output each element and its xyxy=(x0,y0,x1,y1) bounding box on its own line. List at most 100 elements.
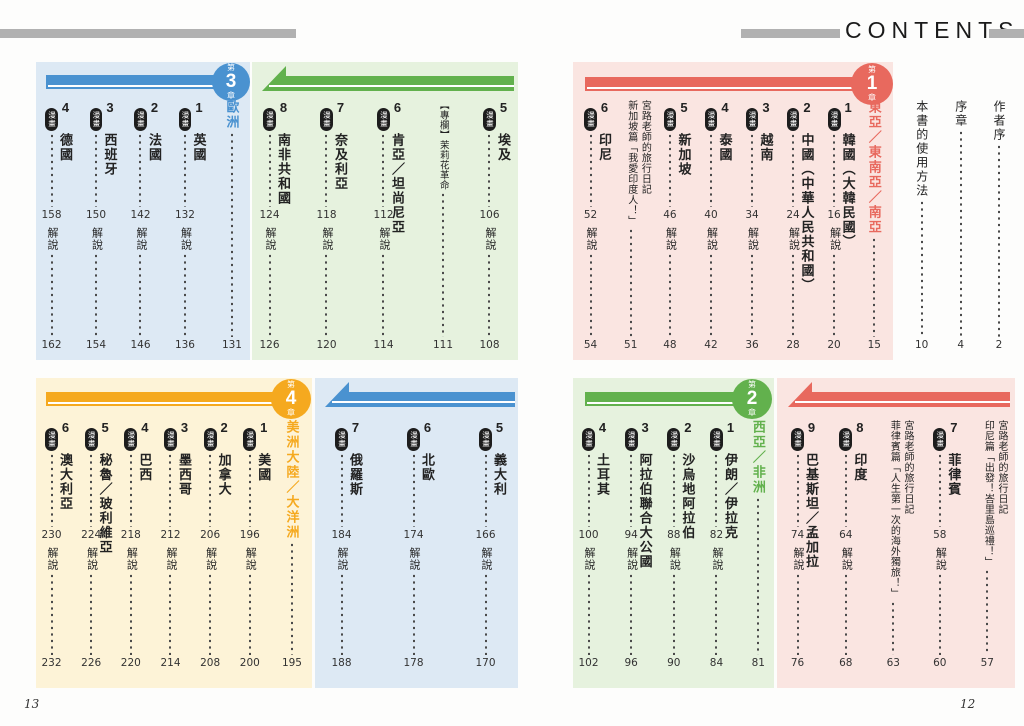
page-number: 146 xyxy=(130,338,151,351)
page-number: 16 xyxy=(827,208,841,221)
manga-group: 漫畫 40 xyxy=(703,108,718,220)
dotted-leader xyxy=(169,454,172,527)
manga-group: 漫畫 58 xyxy=(932,428,947,540)
entry-meta: 漫畫 132 解說 136 xyxy=(175,108,195,350)
commentary-group: 解說 178 xyxy=(403,547,423,668)
country-name: 3 阿拉伯聯合大公國 xyxy=(637,420,653,569)
toc-country-entry: 漫畫 212 解說 214 3 墨西哥 xyxy=(160,420,192,668)
section-east-asia-entries: 東亞／東南亞／南亞 15 漫畫 16 解說 20 1 韓國（大韓民國） 漫畫 24 解說 28 2 中… xyxy=(583,100,882,350)
manga-badge: 漫畫 xyxy=(839,428,853,451)
section-title: 東亞／東南亞／南亞 15 xyxy=(866,100,882,350)
toc-country-entry: 漫畫 224 解說 226 5 秘魯／玻利維亞 xyxy=(81,420,113,668)
page-number: 114 xyxy=(373,338,394,351)
commentary-label: 解說 xyxy=(264,227,276,251)
commentary-group: 解說 108 xyxy=(479,227,500,351)
country-name: 8 南非共和國 xyxy=(276,100,291,206)
commentary-group: 解說 90 xyxy=(666,547,681,668)
page-number: 10 xyxy=(915,338,929,351)
chapter4-bar xyxy=(46,392,282,406)
manga-group: 漫畫 118 xyxy=(316,108,337,220)
manga-badge: 漫畫 xyxy=(89,108,103,131)
chapter3-bar xyxy=(46,75,222,89)
entry-meta: 漫畫 218 解說 220 xyxy=(121,428,141,668)
manga-badge: 漫畫 xyxy=(663,108,677,131)
country-name: 4 巴西 xyxy=(137,420,153,482)
page-number: 212 xyxy=(160,528,181,541)
page-number: 188 xyxy=(331,656,352,669)
country-name: 3 越南 xyxy=(758,100,774,162)
entry-meta: 漫畫 88 解說 90 xyxy=(666,428,681,668)
manga-badge: 漫畫 xyxy=(45,108,58,131)
dotted-leader xyxy=(90,454,93,527)
manga-group: 漫畫 124 xyxy=(259,108,280,220)
dotted-leader xyxy=(986,570,989,655)
diary-title: 宮路老師的旅行日記 xyxy=(902,420,913,515)
commentary-group: 解說 146 xyxy=(130,227,151,351)
dotted-leader xyxy=(484,454,487,527)
diary-subtitle-line: 菲律賓篇「人生第一次的海外獨旅！」 63 xyxy=(887,420,900,668)
manga-group: 漫畫 100 xyxy=(578,428,599,541)
country-name: 5 義大利 xyxy=(492,420,507,497)
page-number: 170 xyxy=(475,656,496,669)
page-number: 100 xyxy=(578,528,599,541)
dotted-leader xyxy=(792,134,795,207)
commentary-label: 解說 xyxy=(746,227,759,251)
commentary-label: 解說 xyxy=(828,227,841,251)
dotted-leader xyxy=(290,543,293,655)
entry-meta: 漫畫 230 解說 232 xyxy=(41,428,62,668)
manga-group: 漫畫 142 xyxy=(130,108,151,220)
dotted-leader xyxy=(629,229,632,337)
dotted-leader xyxy=(50,254,53,337)
commentary-group: 解說 208 xyxy=(200,547,220,668)
toc-country-entry: 漫畫 46 解說 48 5 新加坡 xyxy=(662,100,691,350)
manga-badge: 漫畫 xyxy=(407,428,420,451)
dotted-leader xyxy=(50,574,53,655)
dotted-leader xyxy=(139,134,142,207)
page-number: 57 xyxy=(980,656,994,669)
manga-group: 漫畫 158 xyxy=(41,108,62,220)
country-name: 3 西班牙 xyxy=(102,100,118,177)
manga-badge: 漫畫 xyxy=(124,428,138,451)
entry-meta: 漫畫 46 解說 48 xyxy=(662,108,677,350)
manga-badge: 漫畫 xyxy=(667,428,681,451)
dotted-leader xyxy=(484,574,487,655)
toc-country-entry: 漫畫 112 解說 114 6 肯亞／坦尚尼亞 xyxy=(373,100,405,351)
page-number: 154 xyxy=(85,338,107,351)
country-name: 5 埃及 xyxy=(495,100,511,162)
toc-country-entry: 漫畫 230 解說 232 6 澳大利亞 xyxy=(41,420,73,668)
dotted-leader xyxy=(340,454,343,527)
section-title-label: 東亞／東南亞／南亞 xyxy=(866,100,882,235)
commentary-group: 解說 154 xyxy=(85,227,107,351)
commentary-group: 解說 76 xyxy=(790,547,805,668)
entry-meta: 漫畫 112 解說 114 xyxy=(373,108,394,351)
header-rule-mid xyxy=(741,29,840,38)
front-matter-item-label: 作者序 xyxy=(992,100,1006,142)
country-name: 7 俄羅斯 xyxy=(348,420,363,497)
manga-group: 漫畫 230 xyxy=(41,428,62,540)
entry-meta: 漫畫 166 解說 170 xyxy=(475,428,496,669)
page-number: 46 xyxy=(663,208,677,221)
country-name: 9 巴基斯坦／孟加拉 xyxy=(804,420,819,569)
front-matter-item-label: 本書的使用方法 xyxy=(914,100,929,198)
manga-group: 漫畫 64 xyxy=(838,428,853,540)
manga-group: 漫畫 132 xyxy=(175,108,195,220)
page-number: 131 xyxy=(221,338,242,351)
toc-country-entry: 漫畫 174 解說 178 6 北歐 xyxy=(403,420,435,668)
country-name: 6 北歐 xyxy=(420,420,435,482)
page-number: 108 xyxy=(479,338,500,351)
commentary-label: 解說 xyxy=(625,547,638,571)
page-number: 34 xyxy=(745,208,759,221)
dotted-leader xyxy=(248,574,251,655)
dotted-leader xyxy=(792,254,795,337)
country-name: 1 美國 xyxy=(256,420,272,482)
dotted-leader xyxy=(796,574,799,655)
commentary-group: 解說 68 xyxy=(838,547,853,668)
entry-meta: 漫畫 24 解說 28 xyxy=(786,108,801,350)
dotted-leader xyxy=(325,134,328,207)
commentary-group: 解說 200 xyxy=(240,547,260,668)
commentary-label: 解說 xyxy=(408,547,420,571)
section-title: 美洲大陸／大洋洲 195 xyxy=(282,420,302,668)
dotted-leader xyxy=(844,454,847,527)
commentary-label: 解說 xyxy=(46,227,58,251)
page-number: 174 xyxy=(403,528,424,541)
